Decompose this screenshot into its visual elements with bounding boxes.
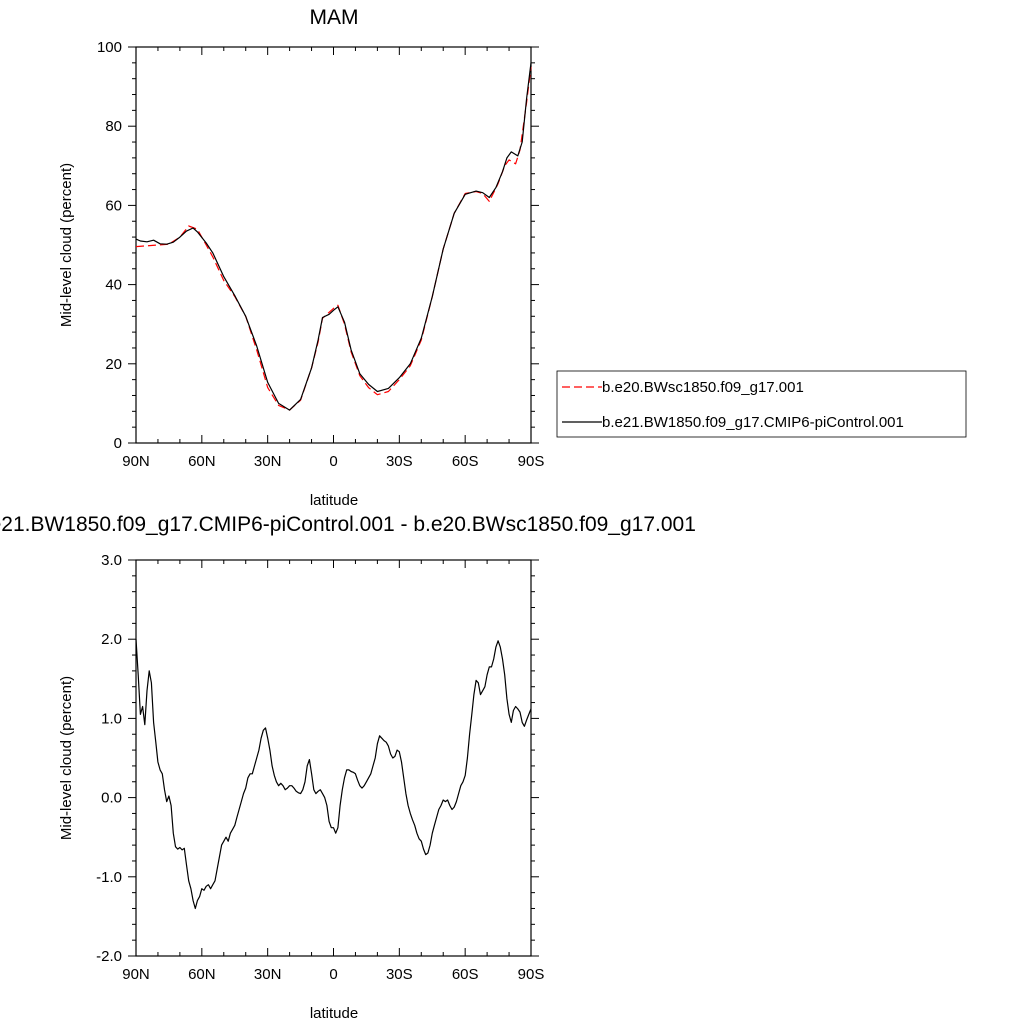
top-y-tick-labels: 0 20 40 60 80 100 [97, 39, 122, 452]
top-y-tick-label: 100 [97, 39, 122, 56]
bottom-x-tick-label: 0 [329, 966, 337, 983]
bottom-y-tick-label: 2.0 [101, 631, 122, 648]
bottom-x-tick-label: 30S [386, 966, 413, 983]
top-axis-ticks [128, 46, 539, 444]
top-series-line-2 [135, 62, 532, 411]
bottom-x-tick-label: 60S [452, 966, 479, 983]
top-plot-frame [135, 46, 532, 444]
bottom-y-tick-label: -2.0 [96, 948, 122, 965]
bottom-difference-chart: b.e21.BW1850.f09_g17.CMIP6-piControl.001… [0, 513, 696, 1022]
bottom-x-tick-label: 90N [122, 966, 150, 983]
bottom-series-group [135, 639, 532, 910]
top-x-tick-label: 0 [329, 453, 337, 470]
top-y-tick-label: 80 [105, 118, 122, 135]
top-x-tick-label: 30S [386, 453, 413, 470]
legend-label-series-1: b.e20.BWsc1850.f09_g17.001 [602, 379, 804, 396]
bottom-x-tick-labels: 90N 60N 30N 0 30S 60S 90S [122, 966, 544, 983]
bottom-chart-title: b.e21.BW1850.f09_g17.CMIP6-piControl.001… [0, 513, 696, 536]
bottom-x-tick-label: 60N [188, 966, 216, 983]
bottom-x-tick-label: 90S [518, 966, 545, 983]
top-line-chart: MAM 90N 60N 30N 0 30S 60S 90S 0 20 40 60 80 100 lat… [58, 6, 544, 509]
bottom-x-axis-title: latitude [310, 1005, 358, 1022]
top-y-tick-label: 0 [114, 435, 122, 452]
bottom-y-tick-label: 0.0 [101, 790, 122, 807]
top-x-tick-labels: 90N 60N 30N 0 30S 60S 90S [122, 453, 544, 470]
top-x-tick-label: 30N [254, 453, 282, 470]
top-y-axis-title: Mid-level cloud (percent) [58, 163, 75, 327]
bottom-series-line-1 [135, 639, 532, 910]
top-x-tick-label: 60S [452, 453, 479, 470]
top-y-tick-label: 20 [105, 356, 122, 373]
bottom-y-tick-label: 3.0 [101, 552, 122, 569]
bottom-axis-ticks [128, 559, 539, 957]
legend-label-series-2: b.e21.BW1850.f09_g17.CMIP6-piControl.001 [602, 414, 904, 431]
legend-box [556, 370, 967, 438]
bottom-y-tick-label: 1.0 [101, 710, 122, 727]
top-y-tick-label: 60 [105, 197, 122, 214]
legend: b.e20.BWsc1850.f09_g17.001 b.e21.BW1850.… [556, 370, 967, 438]
top-y-tick-label: 40 [105, 277, 122, 294]
top-chart-title: MAM [310, 6, 359, 29]
top-x-tick-label: 90S [518, 453, 545, 470]
top-series-group [135, 62, 532, 411]
top-series-line-1 [135, 66, 532, 411]
bottom-y-tick-label: -1.0 [96, 869, 122, 886]
top-x-axis-title: latitude [310, 492, 358, 509]
top-x-tick-label: 90N [122, 453, 150, 470]
bottom-y-axis-title: Mid-level cloud (percent) [58, 676, 75, 840]
bottom-plot-frame [135, 559, 532, 957]
bottom-x-tick-label: 30N [254, 966, 282, 983]
top-x-tick-label: 60N [188, 453, 216, 470]
bottom-y-tick-labels: -2.0 -1.0 0.0 1.0 2.0 3.0 [96, 552, 122, 965]
